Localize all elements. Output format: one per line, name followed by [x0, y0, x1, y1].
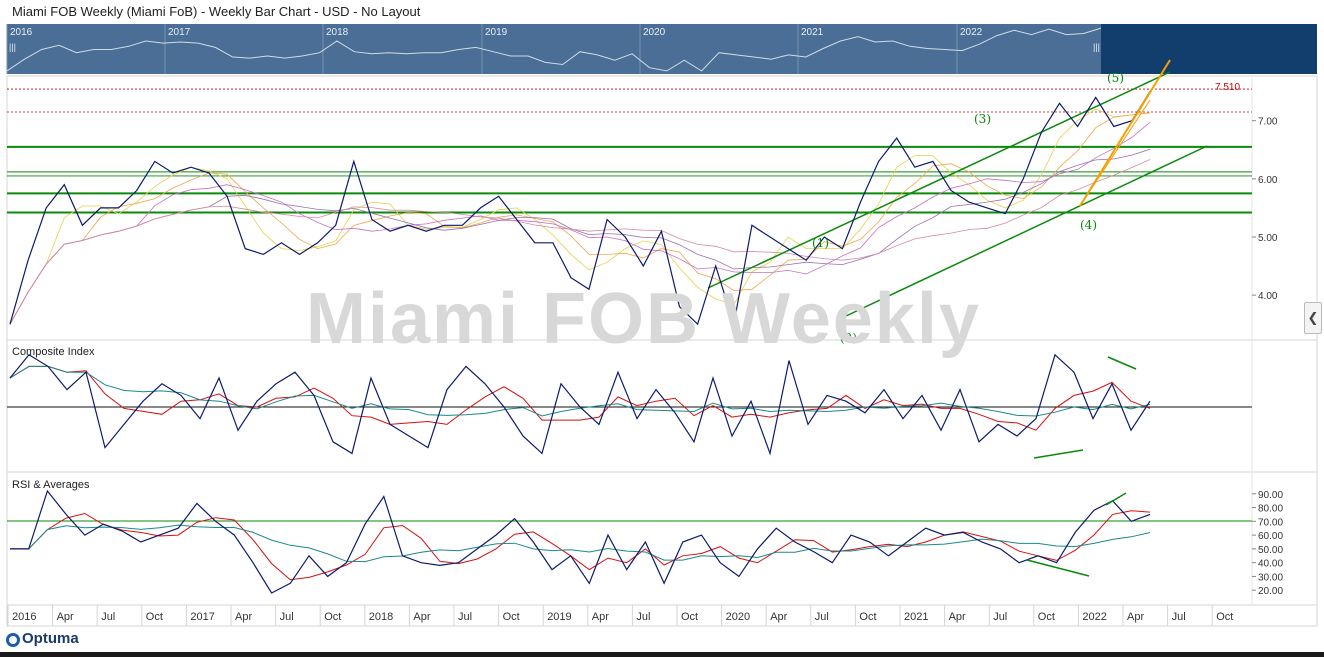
- overview-price-line: [6, 27, 1102, 72]
- trend-line-steep: [1079, 59, 1171, 207]
- lower-channel-line: [845, 145, 1208, 317]
- rsi-slow-average: [10, 524, 1151, 563]
- date-axis-label-20: 2021: [904, 611, 928, 623]
- optuma-logo-icon: [6, 633, 20, 647]
- date-axis-label-2: Jul: [101, 611, 115, 623]
- rsi-axis-label-4: 60.00: [1258, 531, 1283, 542]
- date-axis-label-16: 2020: [726, 611, 750, 623]
- wave-label-3: (3): [974, 112, 991, 126]
- date-axis-label-0: 2016: [12, 611, 36, 623]
- date-axis-label-9: Apr: [413, 611, 430, 623]
- composite-fast-average: [9, 365, 1151, 431]
- wave-label-2: (2): [840, 331, 857, 345]
- composite-divergence-bottom: [1033, 449, 1084, 459]
- composite-slow-average: [9, 365, 1151, 417]
- date-axis-label-24: 2022: [1082, 611, 1106, 623]
- trend-line-fan: [1079, 99, 1151, 207]
- chevron-left-icon: ❮: [1307, 310, 1319, 325]
- wave-label-1: (1): [812, 236, 829, 250]
- upper-channel-line: [707, 71, 1171, 289]
- bottom-bar: [0, 652, 1324, 657]
- date-axis-label-8: 2018: [369, 611, 393, 623]
- rsi-axis-label-0: 20.00: [1258, 586, 1283, 597]
- collapse-panel-button[interactable]: ❮: [1304, 302, 1322, 334]
- rsi-line: [10, 489, 1151, 594]
- price-moving-average-5: [9, 159, 1151, 325]
- date-axis-label-7: Oct: [324, 611, 341, 623]
- date-axis-label-12: 2019: [547, 611, 571, 623]
- overview-navigator[interactable]: 2016 2017 2018 2019 2020 2021 2022 ||| |||: [0, 0, 1324, 76]
- rsi-axis-label-2: 40.00: [1258, 559, 1283, 570]
- overview-year-label-1: 2017: [168, 27, 191, 38]
- date-axis-label-4: 2017: [190, 611, 214, 623]
- rsi-axis-label-7: 90.00: [1258, 490, 1283, 501]
- overview-year-label-6: 2022: [960, 27, 983, 38]
- logo-text: Optuma: [22, 630, 79, 647]
- date-axis-label-11: Oct: [503, 611, 520, 623]
- overview-left-handle[interactable]: |||: [9, 42, 16, 52]
- price-axis-label-1: 5.00: [1258, 233, 1278, 244]
- price-axis-label-2: 6.00: [1258, 175, 1278, 186]
- date-axis-label-1: Apr: [57, 611, 74, 623]
- rsi-panel-label: RSI & Averages: [12, 479, 90, 491]
- date-axis-label-5: Apr: [235, 611, 252, 623]
- overview-future: [1101, 24, 1317, 74]
- date-axis-label-18: Jul: [815, 611, 829, 623]
- date-axis-label-15: Oct: [681, 611, 698, 623]
- rsi-divergence-top: [1105, 492, 1127, 506]
- date-axis-label-26: Jul: [1172, 611, 1186, 623]
- rsi-axis-label-6: 80.00: [1258, 504, 1283, 515]
- date-axis-label-27: Oct: [1216, 611, 1233, 623]
- composite-divergence-top: [1107, 356, 1137, 370]
- date-axis-label-6: Jul: [280, 611, 294, 623]
- optuma-logo: Optuma: [6, 630, 79, 647]
- price-line: [9, 91, 1151, 326]
- overview-year-label-0: 2016: [10, 27, 33, 38]
- price-axis-label-0: 4.00: [1258, 291, 1278, 302]
- wave-label-5: (5): [1107, 71, 1124, 85]
- price-moving-average-2: [9, 112, 1151, 325]
- rsi-divergence-bottom: [1026, 559, 1090, 577]
- watermark: Miami FOB Weekly: [306, 279, 981, 359]
- chart-frame: [6, 75, 1318, 627]
- date-axis-label-23: Oct: [1038, 611, 1055, 623]
- date-axis-label-25: Apr: [1127, 611, 1144, 623]
- rsi-axis-label-3: 50.00: [1258, 545, 1283, 556]
- date-axis-label-13: Apr: [592, 611, 609, 623]
- date-axis-label-19: Oct: [859, 611, 876, 623]
- overview-right-handle[interactable]: |||: [1093, 42, 1100, 52]
- price-axis-label-3: 7.00: [1258, 117, 1278, 128]
- price-marker-label: 7.510: [1215, 82, 1240, 93]
- date-axis-label-17: Apr: [770, 611, 787, 623]
- date-axis-label-22: Jul: [993, 611, 1007, 623]
- chart-title: Miami FOB Weekly (Miami FoB) - Weekly Ba…: [12, 4, 421, 19]
- overview-year-label-5: 2021: [801, 27, 824, 38]
- composite-panel-label: Composite Index: [12, 346, 95, 358]
- composite-index-line: [9, 353, 1151, 456]
- price-moving-average-3: [9, 121, 1151, 325]
- overview-year-label-3: 2019: [485, 27, 508, 38]
- overview-range[interactable]: [7, 24, 1101, 74]
- rsi-axis-label-5: 70.00: [1258, 517, 1283, 528]
- rsi-axis-label-1: 30.00: [1258, 572, 1283, 583]
- date-axis-label-21: Apr: [949, 611, 966, 623]
- date-axis-label-14: Jul: [636, 611, 650, 623]
- price-moving-average-1: [9, 108, 1151, 325]
- date-axis-label-10: Jul: [458, 611, 472, 623]
- overview-year-label-4: 2020: [643, 27, 666, 38]
- overview-year-label-2: 2018: [326, 27, 349, 38]
- date-axis-label-3: Oct: [146, 611, 163, 623]
- wave-label-4: (4): [1080, 218, 1097, 232]
